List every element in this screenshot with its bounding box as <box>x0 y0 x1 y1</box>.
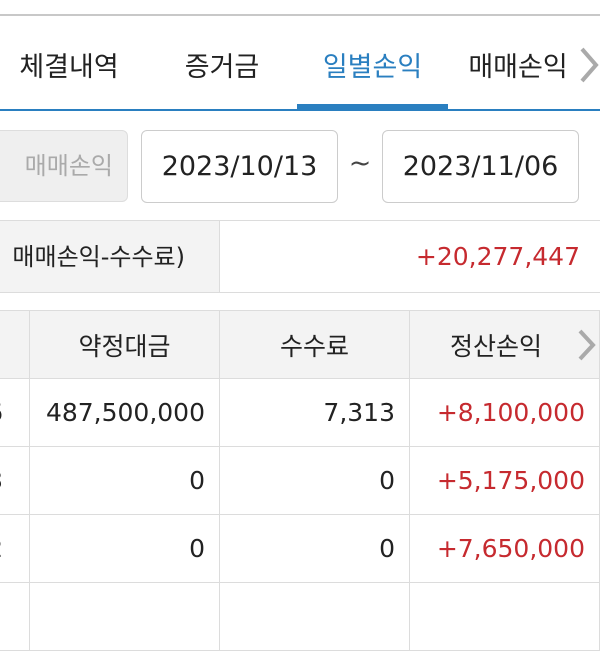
screen: 체결내역 증거금 일별손익 매매손익 매매손익 2023/10/13 ~ 2023/1… <box>0 14 600 651</box>
table-cell: 2 <box>0 515 30 583</box>
table-cell: 6 <box>0 379 30 447</box>
table-cell: 0 <box>30 447 220 515</box>
active-tab-indicator <box>297 104 448 110</box>
summary-label: 매매손익-수수료) <box>0 221 220 292</box>
table-cell: +8,100,000 <box>410 379 600 447</box>
table-cell: 0 <box>30 515 220 583</box>
end-date[interactable]: 2023/11/06 <box>382 130 579 203</box>
table: 약정대금수수료정산손익6487,500,0007,313+8,100,00030… <box>0 310 600 651</box>
table-cell <box>0 583 30 651</box>
tab-divider <box>0 109 600 111</box>
header-cell <box>0 311 30 379</box>
tab-scroll-arrow[interactable] <box>578 45 600 85</box>
header-cell: 수수료 <box>220 311 410 379</box>
table-cell: 0 <box>220 447 410 515</box>
table-cell: 487,500,000 <box>30 379 220 447</box>
date-separator: ~ <box>348 148 372 179</box>
tab-bar: 체결내역 증거금 일별손익 매매손익 <box>0 16 600 112</box>
header-cell: 정산손익 <box>410 311 600 379</box>
table-cell: 7,313 <box>220 379 410 447</box>
tab[interactable]: 체결내역 <box>19 51 119 83</box>
table-cell: 0 <box>220 515 410 583</box>
start-date[interactable]: 2023/10/13 <box>141 130 338 203</box>
summary-value: +20,277,447 <box>415 242 580 271</box>
summary-row <box>0 220 600 293</box>
table-cell: 3 <box>0 447 30 515</box>
table-cell: +5,175,000 <box>410 447 600 515</box>
table-cell <box>30 583 220 651</box>
table-cell <box>410 583 600 651</box>
top-border <box>0 14 600 16</box>
table-cell <box>220 583 410 651</box>
tab[interactable]: 증거금 <box>184 51 260 83</box>
header-cell: 약정대금 <box>30 311 220 379</box>
tab[interactable]: 일별손익 <box>322 51 423 83</box>
column-scroll-arrow[interactable] <box>576 327 598 363</box>
filter-button[interactable]: 매매손익 <box>0 130 128 202</box>
tab[interactable]: 매매손익 <box>468 51 568 83</box>
table-cell: +7,650,000 <box>410 515 600 583</box>
